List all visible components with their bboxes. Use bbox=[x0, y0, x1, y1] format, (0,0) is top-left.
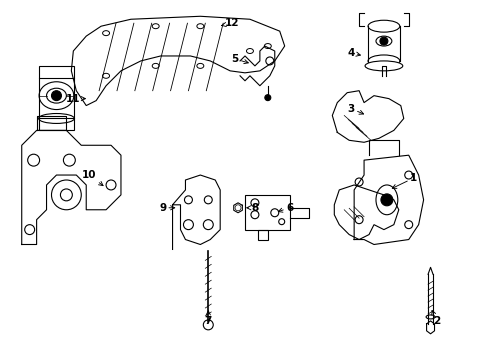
Circle shape bbox=[380, 194, 392, 206]
Text: 6: 6 bbox=[278, 203, 293, 213]
Text: 10: 10 bbox=[82, 170, 103, 186]
Text: 1: 1 bbox=[391, 173, 416, 188]
Text: 4: 4 bbox=[347, 48, 360, 58]
Text: 11: 11 bbox=[66, 94, 85, 104]
Text: 5: 5 bbox=[231, 54, 248, 64]
Text: 9: 9 bbox=[159, 203, 174, 213]
Bar bbox=[39, 118, 74, 130]
Circle shape bbox=[61, 189, 72, 201]
Text: 2: 2 bbox=[431, 310, 439, 326]
Text: 3: 3 bbox=[347, 104, 363, 114]
Bar bbox=[244, 195, 289, 230]
Circle shape bbox=[51, 91, 61, 100]
Text: 7: 7 bbox=[204, 311, 211, 326]
Circle shape bbox=[379, 37, 387, 45]
Circle shape bbox=[264, 95, 270, 100]
Bar bbox=[257, 230, 267, 239]
Ellipse shape bbox=[365, 61, 402, 71]
Bar bbox=[39, 66, 74, 78]
Text: 8: 8 bbox=[246, 203, 258, 213]
Text: 12: 12 bbox=[221, 18, 239, 28]
